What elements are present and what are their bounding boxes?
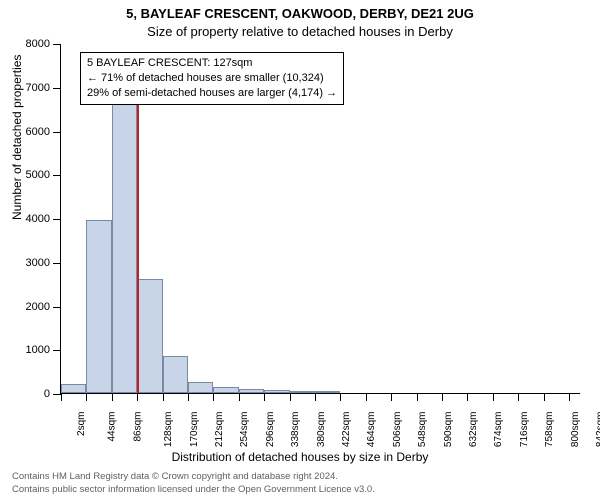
x-tick <box>442 393 443 401</box>
y-tick-label: 3000 <box>10 257 50 269</box>
y-tick-label: 5000 <box>10 169 50 181</box>
x-tick-label: 800sqm <box>570 412 581 448</box>
x-tick <box>366 393 367 401</box>
y-tick <box>53 307 61 308</box>
histogram-bar <box>264 390 289 393</box>
histogram-bar <box>112 98 137 393</box>
x-tick-label: 758sqm <box>544 412 555 448</box>
x-tick <box>417 393 418 401</box>
footer-line2: Contains public sector information licen… <box>12 484 375 496</box>
x-tick-label: 632sqm <box>468 412 479 448</box>
x-tick <box>544 393 545 401</box>
x-tick <box>391 393 392 401</box>
y-tick <box>53 175 61 176</box>
x-tick <box>569 393 570 401</box>
histogram-bar <box>315 391 340 393</box>
y-tick <box>53 350 61 351</box>
y-tick <box>53 219 61 220</box>
y-tick <box>53 44 61 45</box>
chart-title-line2: Size of property relative to detached ho… <box>0 24 600 39</box>
x-tick-label: 506sqm <box>392 412 403 448</box>
x-tick-label: 590sqm <box>443 412 454 448</box>
y-tick <box>53 88 61 89</box>
y-tick-label: 2000 <box>10 301 50 313</box>
y-tick-label: 6000 <box>10 126 50 138</box>
x-tick-label: 422sqm <box>341 412 352 448</box>
x-tick <box>467 393 468 401</box>
histogram-bar <box>61 384 86 393</box>
property-marker-line <box>137 91 139 393</box>
x-axis-label: Distribution of detached houses by size … <box>0 450 600 464</box>
x-tick <box>137 393 138 401</box>
annotation-line3: 29% of semi-detached houses are larger (… <box>87 86 337 101</box>
x-tick-label: 170sqm <box>189 412 200 448</box>
x-tick <box>340 393 341 401</box>
footer-line1: Contains HM Land Registry data © Crown c… <box>12 471 375 483</box>
y-tick-label: 4000 <box>10 213 50 225</box>
x-tick <box>61 393 62 401</box>
annotation-line2: ← 71% of detached houses are smaller (10… <box>87 71 337 86</box>
y-tick-label: 0 <box>10 388 50 400</box>
x-tick-label: 674sqm <box>493 412 504 448</box>
x-tick-label: 380sqm <box>316 412 327 448</box>
x-tick <box>112 393 113 401</box>
histogram-bar <box>213 387 238 393</box>
y-tick <box>53 263 61 264</box>
x-tick <box>239 393 240 401</box>
annotation-line1: 5 BAYLEAF CRESCENT: 127sqm <box>87 56 337 71</box>
footer-attribution: Contains HM Land Registry data © Crown c… <box>12 471 375 496</box>
x-tick-label: 212sqm <box>214 412 225 448</box>
histogram-bar <box>188 382 213 393</box>
x-tick-label: 254sqm <box>239 412 250 448</box>
x-tick-label: 716sqm <box>519 412 530 448</box>
y-tick-label: 7000 <box>10 82 50 94</box>
y-tick <box>53 132 61 133</box>
x-tick-label: 464sqm <box>366 412 377 448</box>
histogram-bar <box>86 220 111 393</box>
y-tick-label: 1000 <box>10 344 50 356</box>
x-tick-label: 548sqm <box>417 412 428 448</box>
x-tick <box>315 393 316 401</box>
histogram-bar <box>290 391 315 393</box>
x-tick-label: 128sqm <box>163 412 174 448</box>
x-tick-label: 842sqm <box>595 412 600 448</box>
histogram-bar <box>163 356 188 393</box>
x-tick <box>493 393 494 401</box>
annotation-box: 5 BAYLEAF CRESCENT: 127sqm ← 71% of deta… <box>80 52 344 105</box>
x-tick-label: 338sqm <box>290 412 301 448</box>
y-tick <box>53 394 61 395</box>
x-tick-label: 296sqm <box>265 412 276 448</box>
x-tick-label: 2sqm <box>76 412 87 436</box>
x-tick <box>86 393 87 401</box>
histogram-bar <box>137 279 162 393</box>
y-tick-label: 8000 <box>10 38 50 50</box>
x-tick <box>518 393 519 401</box>
x-tick <box>213 393 214 401</box>
chart-title-line1: 5, BAYLEAF CRESCENT, OAKWOOD, DERBY, DE2… <box>0 6 600 21</box>
x-tick <box>290 393 291 401</box>
histogram-bar <box>239 389 264 393</box>
x-tick <box>163 393 164 401</box>
x-tick-label: 44sqm <box>107 412 118 442</box>
x-tick <box>188 393 189 401</box>
x-tick <box>264 393 265 401</box>
x-tick-label: 86sqm <box>132 412 143 442</box>
